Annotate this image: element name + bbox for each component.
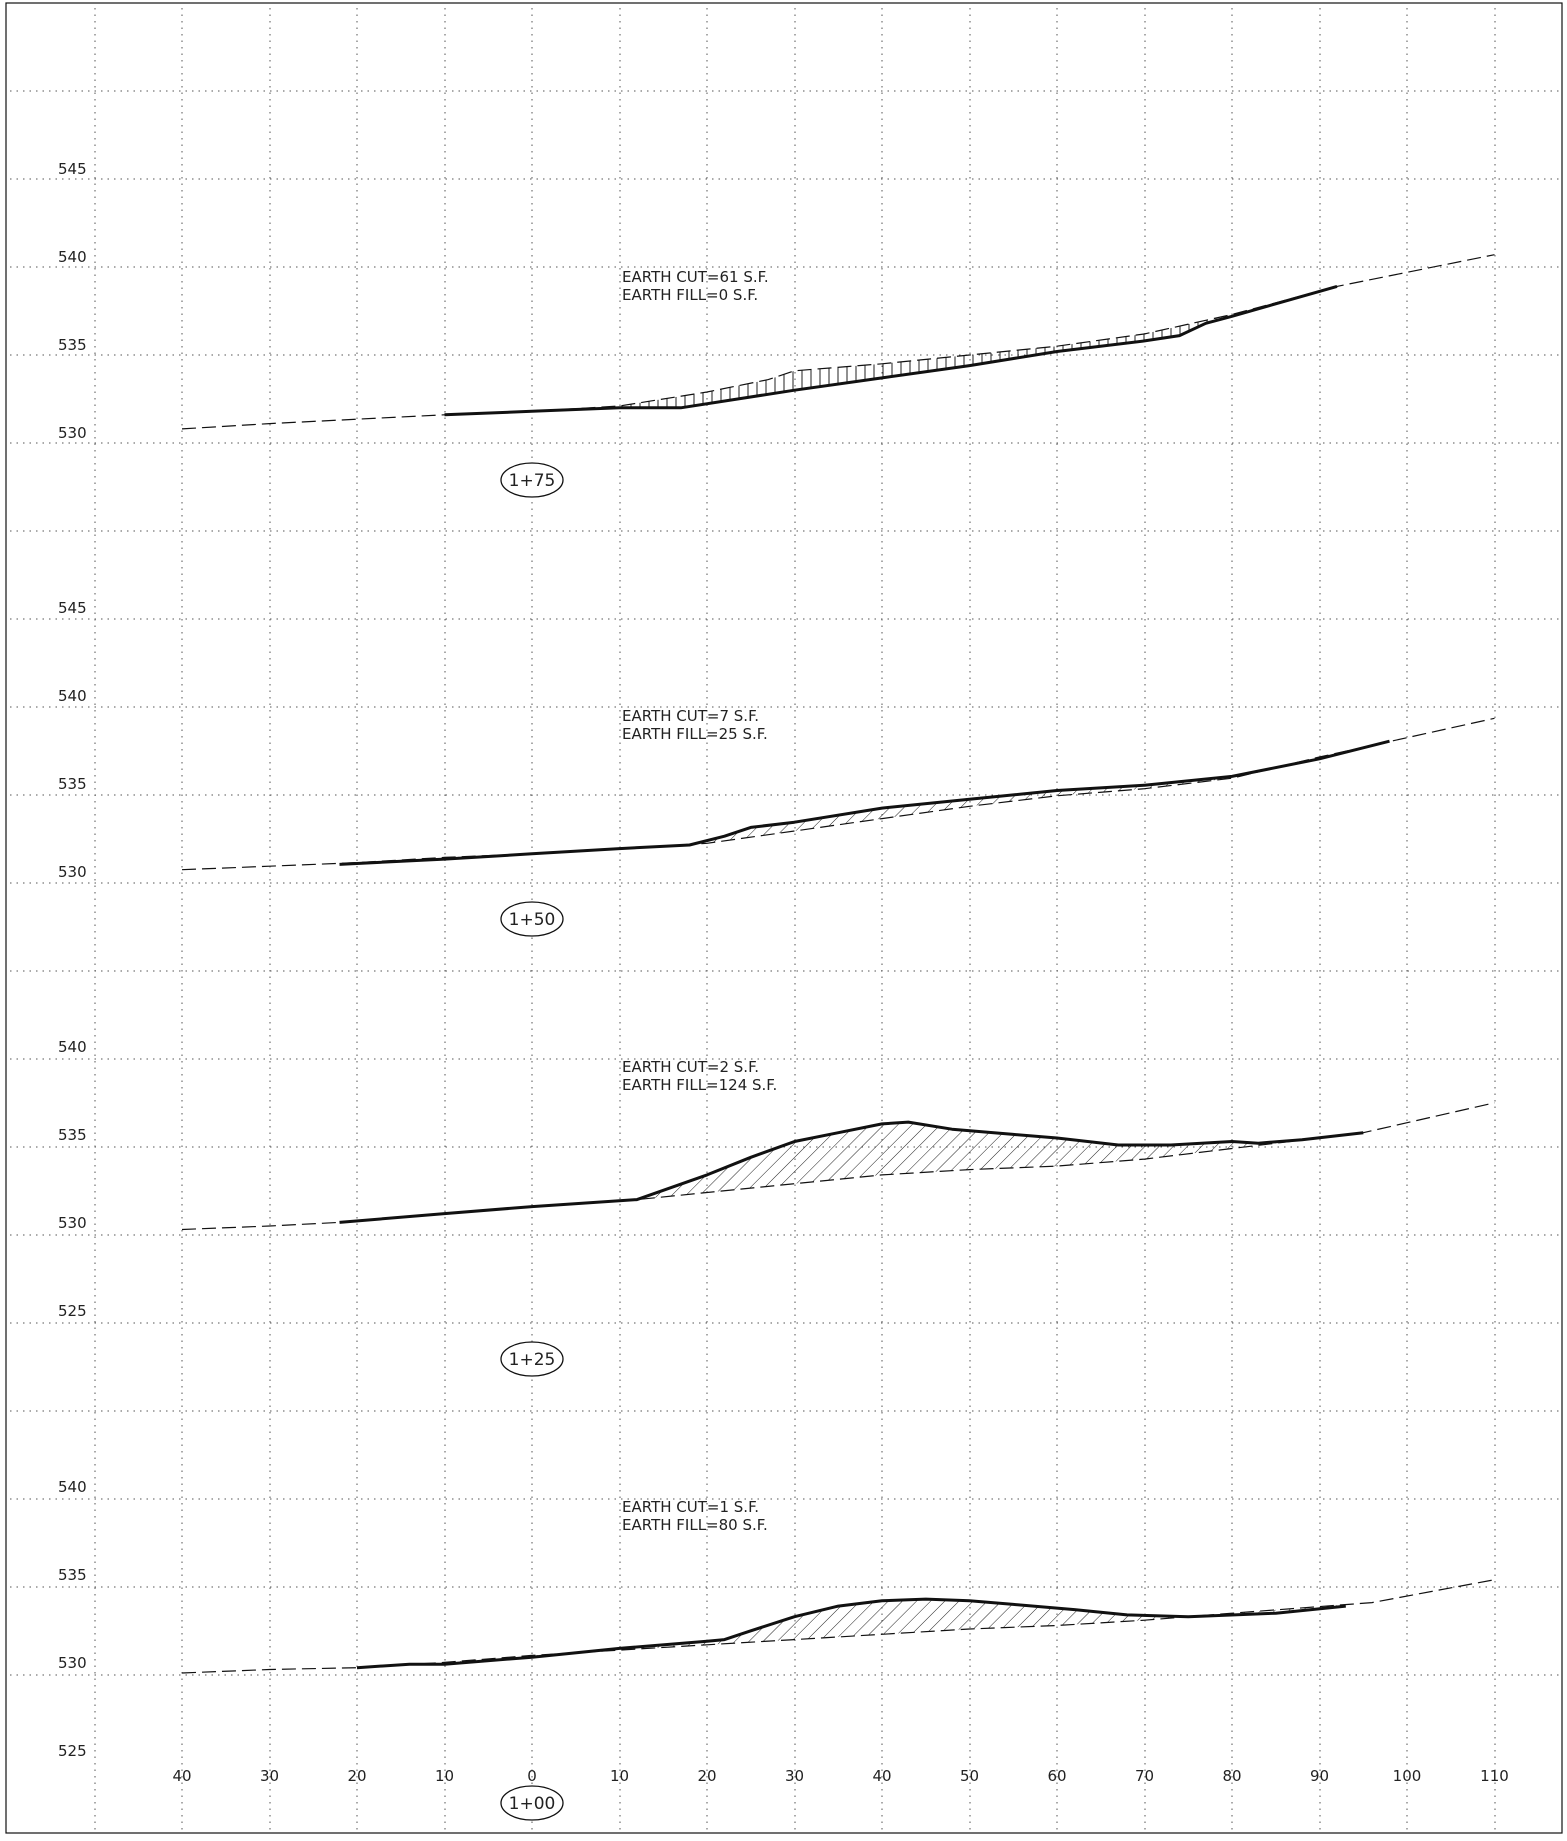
- sheet-border: [5, 2, 1563, 1834]
- elevation-label: 535: [58, 775, 87, 793]
- station-label: 1+75: [509, 471, 556, 491]
- section-1+75: 545 540 535 530 EARTH CUT=61 S.F.EARTH FILL=…: [58, 160, 1495, 498]
- x-tick-label: 20: [347, 1767, 366, 1785]
- proposed-grade-line: [339, 1120, 1364, 1224]
- x-tick-label: 0: [527, 1767, 537, 1785]
- elevation-label: 545: [58, 160, 87, 178]
- elevation-label: 540: [58, 1038, 87, 1056]
- x-tick-label: 90: [1310, 1767, 1329, 1785]
- station-bubble: [500, 901, 564, 937]
- proposed-grade-line: [444, 284, 1338, 417]
- fill-hatch-area: [339, 741, 1390, 865]
- elevation-label: 530: [58, 863, 87, 881]
- existing-ground-line: [181, 717, 1495, 871]
- x-tick-label: 80: [1222, 1767, 1241, 1785]
- station-label: 1+50: [509, 910, 556, 930]
- fill-hatch-area: [339, 1122, 1364, 1223]
- elevation-label: 545: [58, 599, 87, 617]
- earth-fill-label: EARTH FILL=25 S.F.: [622, 725, 768, 743]
- station-bubble: [500, 462, 564, 498]
- x-tick-label: 50: [960, 1767, 979, 1785]
- elevation-label: 540: [58, 1478, 87, 1496]
- earth-fill-label: EARTH FILL=80 S.F.: [622, 1516, 768, 1534]
- earth-cut-label: EARTH CUT=61 S.F.: [622, 268, 769, 286]
- section-1+25: 540 535 530 525 EARTH CUT=2 S.F.EARTH FILL=1…: [58, 1038, 1495, 1377]
- grid: [10, 8, 1560, 1830]
- earth-cut-label: EARTH CUT=2 S.F.: [622, 1058, 759, 1076]
- earth-cut-label: EARTH CUT=7 S.F.: [622, 707, 759, 725]
- x-tick-label: 40: [872, 1767, 891, 1785]
- station-label: 1+00: [509, 1794, 556, 1814]
- elevation-label: 525: [58, 1742, 87, 1760]
- station-bubble: [500, 1341, 564, 1377]
- existing-ground-line: [181, 254, 1495, 430]
- earth-fill-label: EARTH FILL=0 S.F.: [622, 286, 758, 304]
- cut-hatch-area: [444, 286, 1337, 415]
- station-label: 1+25: [509, 1350, 556, 1370]
- elevation-label: 535: [58, 1126, 87, 1144]
- elevation-label: 530: [58, 424, 87, 442]
- elevation-label: 530: [58, 1214, 87, 1232]
- x-tick-label: 40: [172, 1767, 191, 1785]
- elevation-label: 525: [58, 1302, 87, 1320]
- x-tick-label: 30: [785, 1767, 804, 1785]
- x-tick-label: 10: [610, 1767, 629, 1785]
- x-tick-label: 60: [1047, 1767, 1066, 1785]
- x-tick-label: 100: [1393, 1767, 1422, 1785]
- elevation-label: 530: [58, 1654, 87, 1672]
- earth-cut-label: EARTH CUT=1 S.F.: [622, 1498, 759, 1516]
- proposed-grade-line: [339, 739, 1390, 866]
- x-axis: 40 30 20 10 0 10 20 30 40 50 60 70 80 90 100 110: [172, 1767, 1508, 1785]
- x-tick-label: 20: [697, 1767, 716, 1785]
- station-bubble: [500, 1785, 564, 1821]
- elevation-label: 535: [58, 1566, 87, 1584]
- section-1+50: 545 540 535 530 EARTH CUT=7 S.F.EARTH FILL=2…: [58, 599, 1495, 937]
- x-tick-label: 10: [435, 1767, 454, 1785]
- x-tick-label: 30: [260, 1767, 279, 1785]
- x-tick-label: 110: [1480, 1767, 1509, 1785]
- earth-fill-label: EARTH FILL=124 S.F.: [622, 1076, 777, 1094]
- x-tick-label: 70: [1135, 1767, 1154, 1785]
- proposed-grade-line: [356, 1597, 1346, 1670]
- elevation-label: 540: [58, 687, 87, 705]
- section-1+00: 540 535 530 525 EARTH CUT=1 S.F.EARTH FILL=8…: [58, 1478, 1495, 1821]
- elevation-label: 535: [58, 336, 87, 354]
- elevation-label: 540: [58, 248, 87, 266]
